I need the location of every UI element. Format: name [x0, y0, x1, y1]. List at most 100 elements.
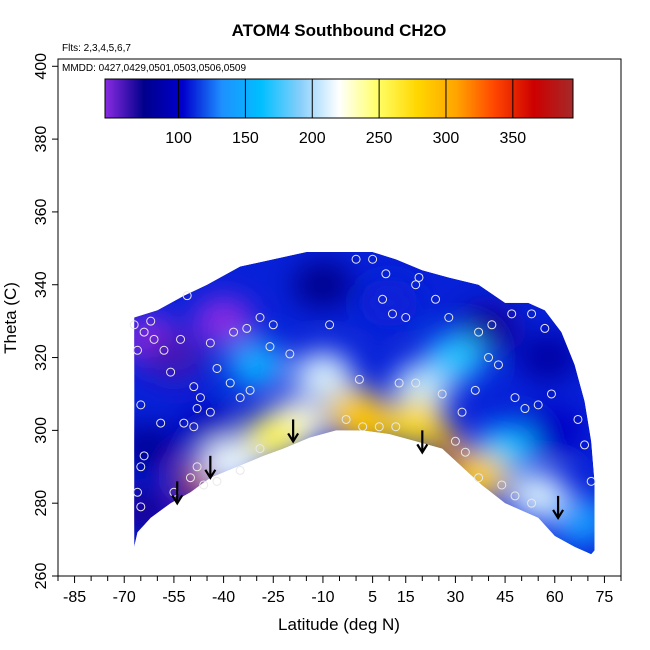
observation-point: [358, 422, 368, 432]
x-tick-label: -10: [311, 589, 334, 606]
y-tick-label: 340: [33, 271, 50, 298]
heatmap-cell-10: [524, 406, 585, 455]
observation-point: [268, 320, 278, 330]
heatmap-cell-6: [292, 260, 353, 309]
observation-point: [199, 480, 209, 490]
x-tick-label: -85: [63, 589, 86, 606]
observation-point: [450, 436, 460, 446]
heatmap-cell-2: [193, 297, 254, 346]
observation-point: [457, 407, 467, 417]
y-tick-label: 260: [33, 563, 50, 590]
heatmap-cell-7: [359, 278, 420, 327]
observation-point: [411, 378, 421, 388]
observation-point: [484, 353, 494, 363]
heatmap-cell-15: [292, 351, 353, 400]
y-tick-label: 360: [33, 198, 50, 225]
heatmap-cell-12: [508, 471, 569, 520]
observation-point: [474, 327, 484, 337]
observation-point: [159, 345, 169, 355]
observation-point: [507, 309, 517, 319]
observation-point: [192, 462, 202, 472]
x-tick-label: 75: [596, 589, 614, 606]
observation-point: [374, 422, 384, 432]
observation-point: [176, 334, 186, 344]
observation-point: [265, 342, 275, 352]
chart-title: ATOM4 Southbound CH2O: [232, 21, 447, 40]
observation-point: [325, 320, 335, 330]
colorbar-tick-label-100: 100: [165, 130, 192, 147]
observation-point: [470, 385, 480, 395]
y-axis-label: Theta (C): [1, 282, 20, 354]
flights-label: Flts: 2,3,4,5,6,7: [62, 43, 131, 54]
observation-point: [192, 404, 202, 414]
arrow-markers: [171, 419, 565, 520]
observation-point: [411, 280, 421, 290]
observation-point: [437, 389, 447, 399]
observation-point: [387, 309, 397, 319]
y-tick-label: 380: [33, 126, 50, 153]
arrow-marker: [416, 430, 429, 455]
observation-point: [195, 393, 205, 403]
observation-point: [146, 316, 156, 326]
observation-point: [136, 502, 146, 512]
arrow-marker: [552, 495, 565, 520]
observation-point: [580, 440, 590, 450]
observation-point: [527, 309, 537, 319]
observation-point: [245, 385, 255, 395]
observation-point: [235, 393, 245, 403]
observation-point: [212, 363, 222, 373]
observation-point: [341, 414, 351, 424]
observation-point: [129, 320, 139, 330]
observation-point: [205, 407, 215, 417]
observation-point: [242, 323, 252, 333]
heatmap-cell-14: [226, 340, 287, 389]
observation-point: [368, 254, 378, 264]
y-tick-label: 320: [33, 344, 50, 371]
observation-point: [540, 323, 550, 333]
observation-point: [229, 327, 239, 337]
heatmap-cell-27: [200, 439, 261, 488]
observation-point: [520, 404, 530, 414]
observation-point: [546, 389, 556, 399]
observation-point: [132, 487, 142, 497]
observation-point: [182, 291, 192, 301]
colorbar-tick-label-300: 300: [433, 130, 460, 147]
observation-point: [351, 254, 361, 264]
heatmap-cell-4: [134, 424, 178, 473]
observation-point: [156, 418, 166, 428]
x-tick-label: -55: [162, 589, 185, 606]
colorbar-tick-label-200: 200: [299, 130, 326, 147]
x-tick-label: 60: [546, 589, 564, 606]
x-tick-label: -25: [262, 589, 285, 606]
x-tick-label: 5: [368, 589, 377, 606]
x-axis-label: Latitude (deg N): [278, 615, 400, 634]
observation-point: [132, 345, 142, 355]
heatmap-cell-24: [448, 453, 509, 502]
heatmap-cell-21: [385, 399, 446, 448]
dates-label: MMDD: 0427,0429,0501,0503,0506,0509: [62, 63, 246, 74]
observation-point: [166, 367, 176, 377]
arrow-marker: [204, 455, 217, 480]
heatmap-cell-1: [143, 333, 204, 382]
x-tick-label: 45: [496, 589, 514, 606]
observation-point: [414, 272, 424, 282]
observation-points: [129, 254, 596, 512]
observation-point: [212, 476, 222, 486]
observation-point: [497, 480, 507, 490]
observation-point: [189, 382, 199, 392]
y-tick-label: 400: [33, 53, 50, 80]
y-axis: 260 280 300 320 340 360 380 400: [33, 53, 58, 590]
observation-point: [185, 473, 195, 483]
observation-point: [401, 313, 411, 322]
x-axis: -85 -70 -55 -40 -25 -10 5 15 30 45 60 75: [57, 576, 622, 606]
heatmap-field: [134, 252, 595, 555]
heatmap-cell-5: [134, 486, 175, 535]
colorbar-tick-label-350: 350: [499, 130, 526, 147]
y-tick-label: 280: [33, 490, 50, 517]
observation-point: [527, 498, 537, 508]
x-tick-label: -40: [212, 589, 235, 606]
observation-point: [381, 269, 391, 279]
observation-point: [255, 444, 265, 454]
observation-point: [378, 294, 388, 304]
observation-point: [354, 374, 364, 384]
